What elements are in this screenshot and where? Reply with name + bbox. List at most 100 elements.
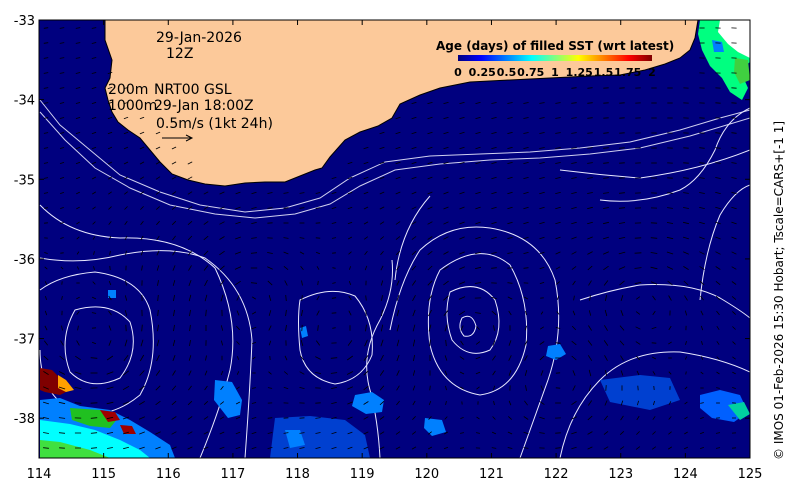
y-tick-label: -34 (14, 94, 35, 109)
velocity-vector (685, 310, 687, 316)
velocity-vector (396, 354, 400, 362)
velocity-vector (330, 357, 338, 359)
velocity-vector (651, 446, 657, 450)
velocity-vector (156, 354, 160, 362)
velocity-vector (107, 101, 113, 105)
velocity-vector (444, 355, 448, 361)
velocity-vector (139, 446, 145, 450)
velocity-vector (732, 311, 736, 315)
velocity-vector (171, 431, 177, 435)
velocity-vector (443, 146, 449, 150)
velocity-vector (666, 266, 674, 270)
colorbar-tick-label: 0.75 (517, 66, 544, 79)
velocity-vector (555, 206, 561, 210)
velocity-vector (651, 326, 657, 330)
velocity-vector (171, 385, 177, 391)
velocity-vector (171, 416, 177, 420)
velocity-vector (619, 431, 625, 435)
velocity-vector (459, 221, 465, 225)
velocity-vector (363, 416, 369, 420)
velocity-vector (619, 340, 625, 346)
velocity-vector (411, 250, 417, 256)
velocity-vector (620, 355, 624, 361)
velocity-vector (122, 385, 130, 391)
velocity-vector (60, 237, 64, 239)
velocity-vector (603, 340, 609, 346)
velocity-vector (43, 417, 49, 419)
velocity-vector (219, 206, 225, 210)
velocity-vector (635, 296, 641, 300)
contour-1000m (39, 111, 750, 219)
velocity-vector (381, 295, 383, 301)
velocity-vector (539, 266, 545, 270)
velocity-vector (234, 266, 242, 270)
velocity-vector (108, 325, 112, 331)
velocity-vector (395, 206, 401, 210)
velocity-vector (459, 356, 465, 360)
velocity-vector (555, 251, 561, 255)
velocity-vector (539, 432, 545, 434)
velocity-vector (123, 146, 129, 150)
velocity-vector (315, 340, 321, 346)
velocity-vector (699, 162, 705, 164)
velocity-vector (459, 146, 465, 150)
velocity-vector (412, 309, 416, 317)
velocity-vector (59, 177, 65, 179)
velocity-vector (429, 385, 431, 391)
velocity-vector (93, 266, 95, 270)
velocity-vector (299, 192, 305, 194)
velocity-vector (443, 266, 449, 270)
velocity-vector (476, 416, 480, 420)
velocity-vector (172, 265, 176, 271)
velocity-vector (459, 176, 465, 180)
velocity-vector (283, 237, 289, 239)
velocity-vector (491, 161, 497, 165)
velocity-vector (172, 339, 176, 347)
velocity-vector (508, 355, 512, 361)
velocity-vector (250, 282, 258, 284)
velocity-vector (380, 354, 384, 362)
velocity-vector (491, 431, 497, 435)
velocity-vector (268, 310, 272, 316)
velocity-vector (523, 177, 529, 179)
velocity-vector (523, 132, 529, 134)
velocity-vector (701, 340, 703, 346)
velocity-vector (620, 294, 624, 302)
velocity-vector (683, 446, 689, 450)
velocity-vector (507, 282, 513, 284)
velocity-vector (171, 161, 177, 165)
velocity-vector (189, 340, 191, 346)
velocity-vector (411, 221, 417, 225)
velocity-vector (652, 310, 656, 316)
velocity-vector (283, 265, 289, 271)
velocity-vector (427, 102, 433, 104)
velocity-vector (125, 250, 127, 256)
velocity-vector (348, 280, 352, 286)
velocity-vector (187, 191, 193, 195)
velocity-vector (379, 236, 385, 240)
velocity-vector (156, 265, 160, 271)
velocity-vector (684, 416, 688, 420)
velocity-vector (283, 251, 289, 255)
velocity-vector (650, 252, 658, 254)
velocity-vector (715, 132, 721, 134)
velocity-vector (235, 191, 241, 195)
velocity-vector (139, 191, 145, 195)
velocity-vector (347, 161, 353, 165)
velocity-vector (507, 252, 513, 254)
velocity-vector (107, 447, 113, 449)
velocity-vector (363, 191, 369, 195)
velocity-vector (43, 72, 49, 74)
velocity-vector (571, 147, 577, 149)
velocity-vector (396, 280, 400, 286)
velocity-vector (76, 251, 80, 255)
depth-1000-label: 1000m (108, 98, 157, 114)
velocity-vector (364, 265, 368, 271)
velocity-vector (523, 162, 529, 164)
velocity-vector (155, 131, 161, 135)
velocity-vector (188, 355, 192, 361)
colorbar-tick-label: 2 (648, 66, 656, 79)
velocity-vector (172, 370, 176, 376)
velocity-vector (43, 102, 49, 104)
